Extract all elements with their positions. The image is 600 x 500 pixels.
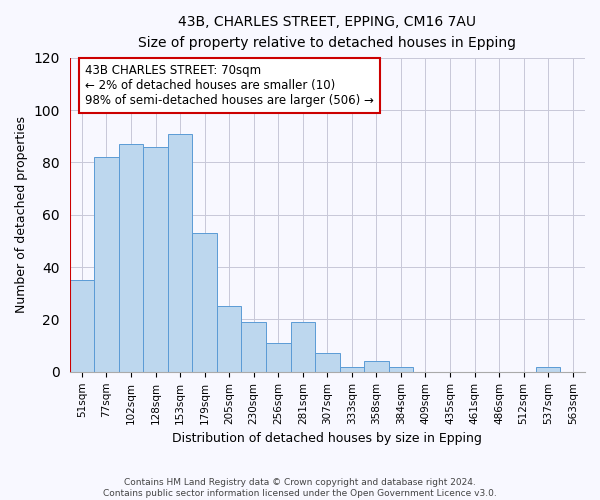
Bar [193,233,217,372]
Bar [217,306,241,372]
Y-axis label: Number of detached properties: Number of detached properties [15,116,28,314]
Bar [389,366,413,372]
X-axis label: Distribution of detached houses by size in Epping: Distribution of detached houses by size … [172,432,482,445]
Text: Contains HM Land Registry data © Crown copyright and database right 2024.
Contai: Contains HM Land Registry data © Crown c… [103,478,497,498]
Bar [315,354,340,372]
Bar [143,146,168,372]
Bar [364,362,389,372]
Bar [536,366,560,372]
Title: 43B, CHARLES STREET, EPPING, CM16 7AU
Size of property relative to detached hous: 43B, CHARLES STREET, EPPING, CM16 7AU Si… [139,15,517,50]
Bar [70,280,94,372]
Bar [266,343,290,372]
Bar [94,157,119,372]
Bar [340,366,364,372]
Bar [119,144,143,372]
Bar [168,134,193,372]
Bar [290,322,315,372]
Bar [241,322,266,372]
Text: 43B CHARLES STREET: 70sqm
← 2% of detached houses are smaller (10)
98% of semi-d: 43B CHARLES STREET: 70sqm ← 2% of detach… [85,64,374,107]
